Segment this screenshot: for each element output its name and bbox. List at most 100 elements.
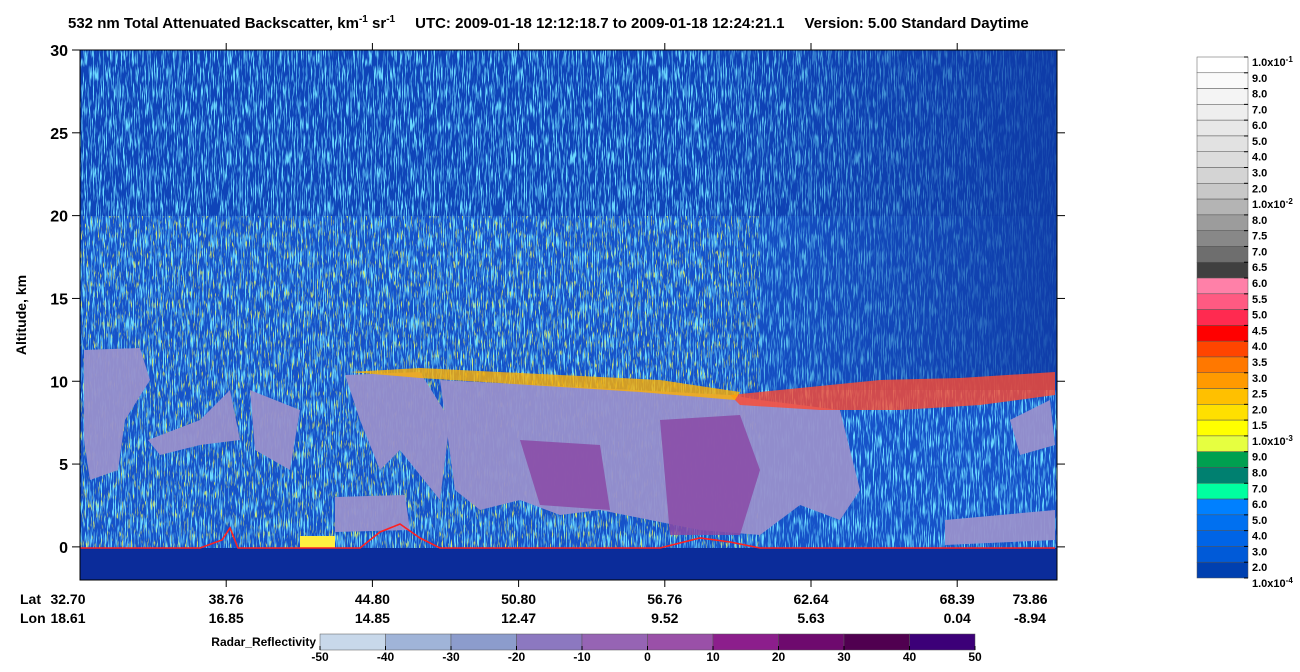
- colorbar-label-text: 2.0: [1252, 562, 1267, 574]
- colorbar-label-text: 3.0: [1252, 373, 1267, 385]
- colorbar-box: [1196, 56, 1249, 74]
- colorbar-label-text: 4.0: [1252, 152, 1267, 164]
- colorbar-label: 1.0x10-4: [1252, 576, 1293, 590]
- colorbar-box: [1196, 104, 1249, 121]
- radar-colorbar-label: Radar_Reflectivity: [211, 635, 316, 649]
- colorbar-box: [1196, 309, 1249, 326]
- colorbar-label: 4.0: [1252, 531, 1267, 543]
- colorbar-label-text: 1.0x10: [1252, 199, 1286, 211]
- lat-label: 32.70: [50, 591, 85, 607]
- colorbar-label-exponent: -3: [1286, 434, 1294, 443]
- backscatter-field: [80, 50, 1057, 580]
- colorbar-label-text: 4.0: [1252, 341, 1267, 353]
- colorbar-label: 1.0x10-3: [1252, 434, 1293, 448]
- lon-row-label: Lon: [20, 610, 46, 626]
- colorbar-label-text: 1.0x10: [1252, 578, 1286, 590]
- radar-colorbar-box: [778, 633, 845, 651]
- colorbar-box: [1196, 167, 1249, 184]
- colorbar-label: 9.0: [1252, 73, 1267, 85]
- y-tick-label: 15: [50, 291, 68, 308]
- chart-title: 532 nm Total Attenuated Backscatter, km-…: [68, 14, 1029, 32]
- colorbar-box: [1196, 151, 1249, 168]
- colorbar-label: 3.0: [1252, 546, 1267, 558]
- y-tick-label: 20: [50, 209, 68, 226]
- plot-frame: [79, 49, 1058, 581]
- colorbar-box: [1196, 72, 1249, 89]
- colorbar-label-text: 8.0: [1252, 89, 1267, 101]
- colorbar-box: [1196, 88, 1249, 105]
- colorbar-label-text: 6.5: [1252, 262, 1267, 274]
- colorbar-label: 1.0x10-1: [1252, 55, 1293, 69]
- colorbar-label-text: 7.0: [1252, 483, 1267, 495]
- title-sup: -1: [359, 14, 368, 25]
- colorbar-box: [1196, 404, 1249, 421]
- colorbar-label: 7.0: [1252, 483, 1267, 495]
- colorbar-box: [1196, 119, 1249, 137]
- colorbar-label: 2.0: [1252, 183, 1267, 195]
- colorbar-box: [1196, 183, 1249, 200]
- colorbar-box: [1196, 198, 1249, 216]
- colorbar-label: 6.0: [1252, 499, 1267, 511]
- colorbar-label: 8.0: [1252, 215, 1267, 227]
- title-sup: -1: [386, 14, 395, 25]
- colorbar-label-text: 6.0: [1252, 120, 1267, 132]
- colorbar-label: 3.0: [1252, 168, 1267, 180]
- colorbar-label-text: 8.0: [1252, 467, 1267, 479]
- colorbar-label-text: 1.0x10: [1252, 436, 1286, 448]
- colorbar-label: 4.0: [1252, 341, 1267, 353]
- y-tick-label: 25: [50, 126, 68, 143]
- lon-label: 18.61: [50, 610, 85, 626]
- colorbar-box: [1196, 372, 1249, 389]
- lat-label: 62.64: [793, 591, 828, 607]
- colorbar-label: 7.0: [1252, 104, 1267, 116]
- colorbar-label: 2.0: [1252, 404, 1267, 416]
- colorbar-label-text: 7.0: [1252, 246, 1267, 258]
- colorbar-box: [1196, 498, 1249, 516]
- radar-colorbar-tick-label: 40: [903, 650, 917, 664]
- y-tick-label: 30: [50, 43, 68, 60]
- radar-colorbar-tick-label: -20: [508, 650, 526, 664]
- radar-colorbar-tick-label: -50: [311, 650, 329, 664]
- colorbar-label: 6.5: [1252, 262, 1267, 274]
- y-axis-label: Altitude, km: [13, 275, 29, 355]
- colorbar-label-text: 9.0: [1252, 73, 1267, 85]
- colorbar-box: [1196, 451, 1249, 468]
- colorbar-label-text: 3.0: [1252, 546, 1267, 558]
- radar-colorbar-box: [843, 633, 910, 651]
- colorbar-label-text: 4.0: [1252, 531, 1267, 543]
- lon-label: 12.47: [501, 610, 536, 626]
- colorbar-box: [1196, 261, 1249, 279]
- colorbar-box: [1196, 546, 1249, 563]
- colorbar-box: [1196, 561, 1249, 579]
- colorbar-label-text: 7.5: [1252, 231, 1267, 243]
- colorbar-box: [1196, 214, 1249, 231]
- colorbar-box: [1196, 293, 1249, 310]
- y-tick-label: 10: [50, 374, 68, 391]
- lat-label: 50.80: [501, 591, 536, 607]
- lon-label: 0.04: [944, 610, 971, 626]
- colorbar-label: 1.0x10-2: [1252, 197, 1293, 211]
- radar-colorbar-box: [319, 633, 386, 651]
- title-version: Version: 5.00 Standard Daytime: [805, 15, 1029, 32]
- radar-colorbar-box: [385, 633, 452, 651]
- colorbar-label-text: 9.0: [1252, 452, 1267, 464]
- colorbar-label: 6.0: [1252, 278, 1267, 290]
- colorbar-box: [1196, 467, 1249, 484]
- colorbar-label: 5.0: [1252, 310, 1267, 322]
- radar-colorbar-box: [647, 633, 714, 651]
- colorbar-label: 4.0: [1252, 152, 1267, 164]
- colorbar-label-text: 2.0: [1252, 183, 1267, 195]
- radar-colorbar-box: [450, 633, 517, 651]
- colorbar-box: [1196, 277, 1249, 295]
- colorbar-box: [1196, 325, 1249, 342]
- colorbar-box: [1196, 514, 1249, 531]
- colorbar-label: 9.0: [1252, 452, 1267, 464]
- colorbar-label: 2.0: [1252, 562, 1267, 574]
- radar-colorbar-tick-label: 0: [644, 650, 651, 664]
- title-main: 532 nm Total Attenuated Backscatter, km: [68, 15, 359, 32]
- colorbar-label-text: 5.5: [1252, 294, 1267, 306]
- colorbar-label: 2.5: [1252, 389, 1267, 401]
- colorbar-box: [1196, 483, 1249, 500]
- colorbar-label-exponent: -1: [1286, 55, 1294, 64]
- colorbar-label: 8.0: [1252, 89, 1267, 101]
